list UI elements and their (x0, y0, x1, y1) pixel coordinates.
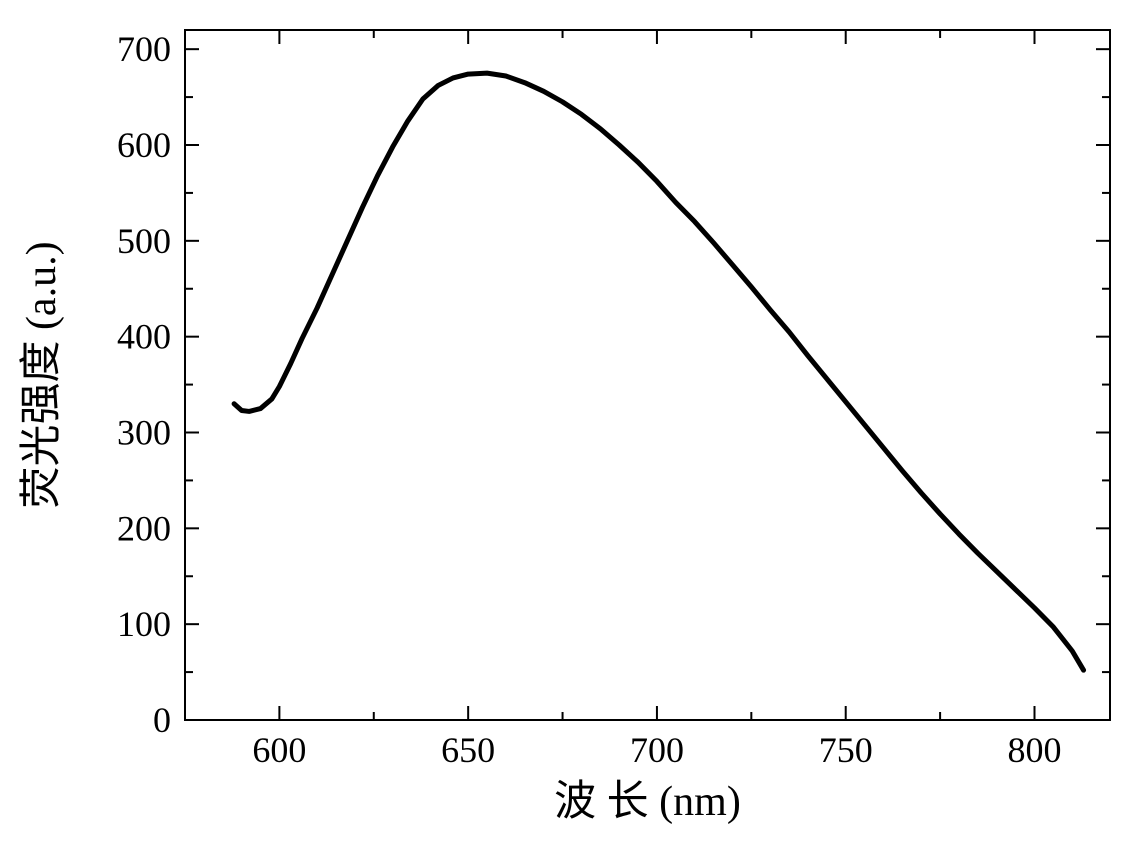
fluorescence-spectrum-chart: 600 650 700 750 800 0 100 200 300 400 500 600 700 波 长… (0, 0, 1142, 843)
x-tick-label: 700 (630, 730, 684, 770)
x-tick-label: 650 (441, 730, 495, 770)
y-tick-label: 0 (153, 700, 171, 740)
x-tick-label: 600 (252, 730, 306, 770)
y-tick-label: 500 (117, 221, 171, 261)
y-tick-label: 100 (117, 604, 171, 644)
data-series-line (234, 73, 1083, 670)
x-tick-label: 800 (1007, 730, 1061, 770)
x-tick-label: 750 (819, 730, 873, 770)
chart-svg: 600 650 700 750 800 0 100 200 300 400 500 600 700 波 长… (0, 0, 1142, 843)
plot-frame (185, 30, 1110, 720)
y-tick-label: 600 (117, 125, 171, 165)
y-tick-label: 400 (117, 317, 171, 357)
y-tick-label: 300 (117, 413, 171, 453)
x-axis-label: 波 长 (nm) (554, 779, 741, 825)
y-axis-label: 荧光强度 (a.u.) (19, 241, 65, 508)
y-tick-label: 200 (117, 508, 171, 548)
y-tick-label: 700 (117, 29, 171, 69)
